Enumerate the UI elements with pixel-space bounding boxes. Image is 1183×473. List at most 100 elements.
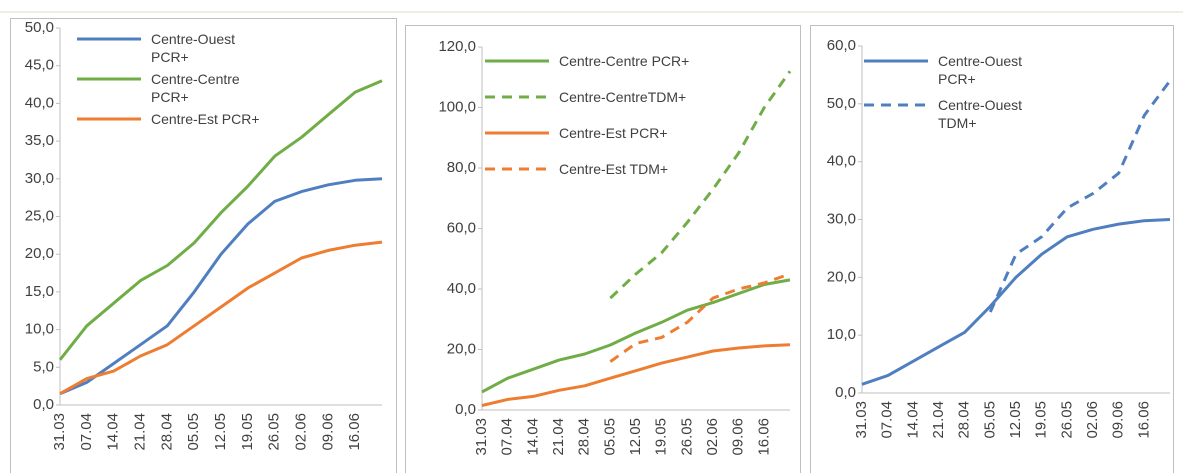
y-tick-label: 15,0 [25, 283, 54, 300]
x-tick-label: 05.05 [601, 418, 618, 456]
y-tick-label: 120,0 [438, 38, 476, 55]
chart-frame [810, 25, 1174, 473]
legend-swatch [485, 95, 549, 99]
series-line [58, 79, 383, 361]
chart-frame [405, 25, 801, 473]
legend-label: Centre-CentreTDM+ [559, 89, 687, 105]
x-tick-label: 28.04 [956, 401, 973, 439]
series-line [861, 218, 1171, 386]
y-tick-label: 20,0 [25, 245, 54, 262]
series-line [481, 278, 791, 394]
x-tick-label: 16.06 [755, 418, 772, 456]
y-tick-label: 20,0 [447, 340, 476, 357]
y-tick-label: 30,0 [827, 210, 856, 227]
y-tick-label: 50,0 [827, 95, 856, 112]
series-line [59, 240, 383, 396]
x-tick-label: 21.04 [930, 401, 947, 439]
x-tick-label: 09.06 [730, 418, 747, 456]
x-tick-label: 02.06 [704, 418, 721, 456]
y-tick-label: 40,0 [25, 94, 54, 111]
series-line [609, 70, 792, 300]
y-tick-label: 20,0 [827, 268, 856, 285]
legend-swatch [485, 59, 549, 63]
x-tick-label: 07.04 [78, 413, 95, 451]
x-tick-label: 31.03 [473, 418, 490, 456]
x-tick-label: 19.05 [239, 413, 256, 451]
x-tick-label: 26.05 [266, 413, 283, 451]
y-tick-label: 45,0 [25, 57, 54, 74]
legend-label: Centre-Est PCR+ [559, 125, 668, 141]
series-line [481, 343, 791, 407]
y-tick-label: 10,0 [25, 321, 54, 338]
series-line [988, 79, 1172, 313]
x-tick-label: 14.04 [105, 413, 122, 451]
legend-label: Centre-Ouest TDM+ [938, 97, 1023, 131]
x-tick-label: 12.05 [212, 413, 229, 451]
x-tick-label: 07.04 [499, 418, 516, 456]
legend-label: Centre-Ouest PCR+ [938, 53, 1023, 87]
legend-swatch [485, 131, 549, 135]
y-tick-label: 5,0 [33, 358, 54, 375]
legend-label: Centre-Est TDM+ [559, 161, 669, 177]
legend-item: Centre-Ouest PCR+ [862, 52, 1058, 88]
y-tick-label: 0,0 [835, 384, 856, 401]
legend-swatch [864, 103, 928, 107]
y-tick-label: 60,0 [827, 37, 856, 54]
x-tick-label: 16.06 [1135, 401, 1152, 439]
x-tick-label: 26.05 [678, 418, 695, 456]
x-tick-label: 31.03 [51, 413, 68, 451]
y-tick-label: 40,0 [447, 280, 476, 297]
x-tick-label: 26.05 [1058, 401, 1075, 439]
x-tick-label: 09.06 [1110, 401, 1127, 439]
x-tick-label: 05.05 [185, 413, 202, 451]
legend-item: Centre-CentreTDM+ [483, 88, 749, 106]
x-tick-label: 02.06 [1084, 401, 1101, 439]
x-tick-label: 16.06 [346, 413, 363, 451]
legend-label: Centre-Centre PCR+ [559, 53, 690, 69]
y-tick-label: 0,0 [33, 396, 54, 413]
y-tick-label: 10,0 [827, 326, 856, 343]
legend-swatch [485, 167, 549, 171]
y-tick-label: 30,0 [25, 170, 54, 187]
x-tick-label: 14.04 [904, 401, 921, 439]
y-tick-label: 0,0 [455, 401, 476, 418]
x-tick-label: 28.04 [576, 418, 593, 456]
y-tick-label: 60,0 [447, 219, 476, 236]
x-tick-label: 14.04 [524, 418, 541, 456]
x-tick-label: 19.05 [653, 418, 670, 456]
x-tick-label: 12.05 [1007, 401, 1024, 439]
legend-item: Centre-Est PCR+ [483, 124, 749, 142]
chart-frame [10, 18, 397, 473]
legend-item: Centre-Centre PCR+ [75, 70, 271, 106]
legend-item: Centre-Centre PCR+ [483, 52, 749, 70]
x-tick-label: 31.03 [853, 401, 870, 439]
x-tick-label: 28.04 [158, 413, 175, 451]
x-tick-label: 05.05 [981, 401, 998, 439]
legend-label: Centre-Ouest PCR+ [151, 31, 236, 65]
x-tick-label: 02.06 [292, 413, 309, 451]
x-tick-label: 21.04 [550, 418, 567, 456]
y-tick-label: 40,0 [827, 153, 856, 170]
x-tick-label: 12.05 [627, 418, 644, 456]
series-line [609, 272, 791, 363]
x-tick-label: 09.06 [319, 413, 336, 451]
series-line [59, 177, 383, 396]
legend-swatch [77, 37, 141, 41]
legend-swatch [77, 77, 141, 81]
x-tick-label: 07.04 [879, 401, 896, 439]
y-tick-label: 25,0 [25, 207, 54, 224]
legend-swatch [864, 59, 928, 63]
x-tick-label: 21.04 [131, 413, 148, 451]
y-tick-label: 100,0 [438, 98, 476, 115]
legend-swatch [77, 117, 141, 121]
x-tick-label: 19.05 [1033, 401, 1050, 439]
legend-item: Centre-Est PCR+ [75, 110, 271, 128]
y-tick-label: 35,0 [25, 132, 54, 149]
y-tick-label: 50,0 [25, 19, 54, 36]
legend-item: Centre-Ouest TDM+ [862, 96, 1058, 132]
y-tick-label: 80,0 [447, 159, 476, 176]
legend-label: Centre-Est PCR+ [151, 111, 260, 127]
legend-item: Centre-Ouest PCR+ [75, 30, 271, 66]
